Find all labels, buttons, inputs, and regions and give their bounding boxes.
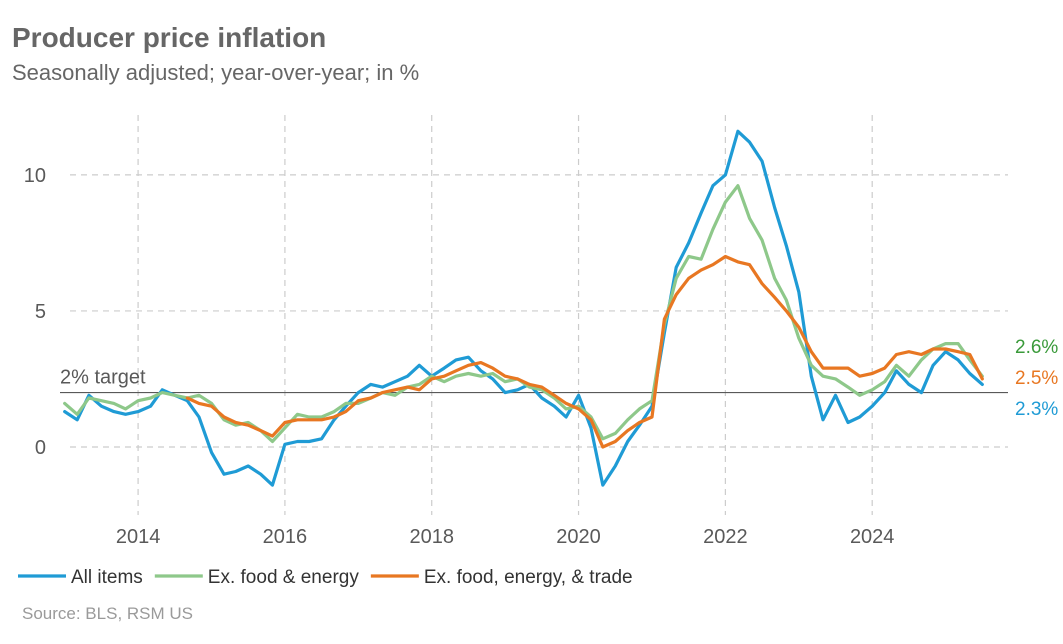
chart-title: Producer price inflation (12, 22, 327, 53)
end-labels: 2.6% 2.5% 2.3% (1015, 337, 1058, 420)
legend-label: All items (71, 567, 143, 588)
y-tick-label: 0 (35, 437, 46, 459)
y-tick-label: 10 (24, 165, 46, 187)
x-tick-label: 2016 (263, 526, 308, 548)
x-tick-label: 2020 (556, 526, 601, 548)
series-lines (63, 129, 984, 487)
y-tick-label: 5 (35, 301, 46, 323)
x-tick-label: 2022 (703, 526, 748, 548)
target-label: 2% target (60, 367, 146, 389)
legend: All items Ex. food & energy Ex. food, ener… (18, 567, 633, 588)
chart-subtitle: Seasonally adjusted; year-over-year; in … (12, 60, 420, 85)
legend-label: Ex. food, energy, & trade (424, 567, 633, 588)
end-label: 2.3% (1015, 399, 1058, 420)
series-line-all-items (63, 129, 984, 487)
target-reference: 2% target (60, 367, 1008, 394)
x-tick-label: 2024 (850, 526, 895, 548)
source-note: Source: BLS, RSM US (22, 604, 194, 623)
end-label: 2.5% (1015, 368, 1058, 389)
x-tick-label: 2018 (409, 526, 454, 548)
series-line-ex-food-energy-trade (185, 254, 984, 449)
legend-label: Ex. food & energy (208, 567, 360, 588)
end-label: 2.6% (1015, 337, 1058, 358)
x-tick-label: 2014 (116, 526, 161, 548)
axis-tick-labels: 2014 2016 2018 2020 2022 2024 0 5 10 (24, 165, 895, 548)
grid-lines (70, 115, 1008, 515)
